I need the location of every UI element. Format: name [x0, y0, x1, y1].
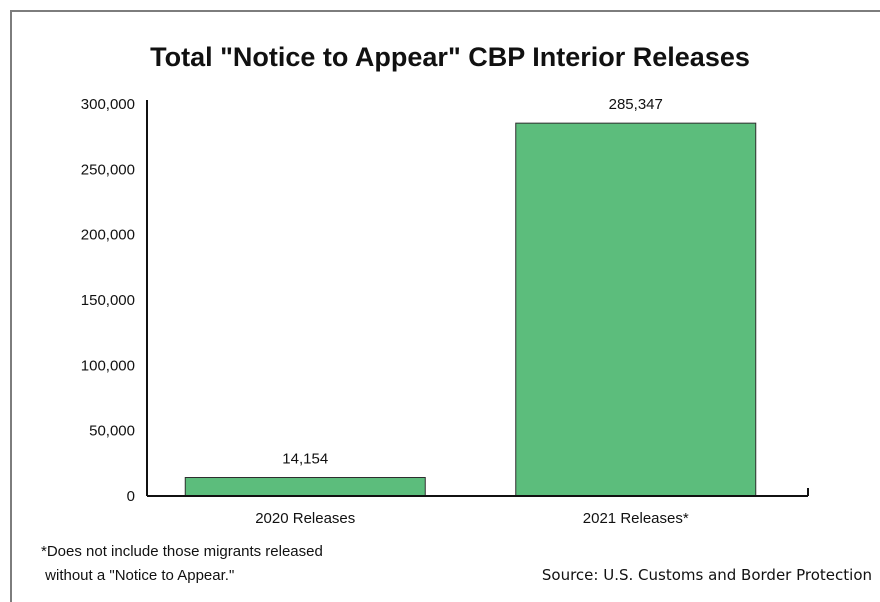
y-tick-label: 300,000	[81, 96, 135, 113]
bar	[184, 477, 426, 497]
bars-group	[184, 122, 757, 497]
category-labels-group: 2020 Releases 2021 Releases*	[255, 510, 689, 527]
chart-title: Total "Notice to Appear" CBP Interior Re…	[150, 42, 750, 72]
data-label: 14,154	[282, 451, 328, 468]
y-tick-label: 50,000	[89, 423, 135, 440]
y-tick-label: 0	[127, 488, 135, 505]
footnote-line-2: without a "Notice to Appear."	[41, 567, 234, 584]
y-tick-label: 200,000	[81, 227, 135, 244]
category-label: 2020 Releases	[255, 510, 355, 527]
source-note: Source: U.S. Customs and Border Protecti…	[542, 566, 872, 584]
y-tick-label: 250,000	[81, 161, 135, 178]
category-label: 2021 Releases*	[583, 510, 689, 527]
footnote-line-1: *Does not include those migrants release…	[41, 543, 323, 560]
bar	[515, 122, 757, 497]
y-axis-ticks: 0 50,000 100,000 150,000 200,000 250,000 300,0…	[81, 96, 135, 505]
chart-frame	[10, 10, 880, 602]
y-tick-label: 100,000	[81, 357, 135, 374]
data-label: 285,347	[609, 96, 663, 113]
y-tick-label: 150,000	[81, 292, 135, 309]
data-labels-group: 14,154 285,347	[282, 96, 663, 467]
